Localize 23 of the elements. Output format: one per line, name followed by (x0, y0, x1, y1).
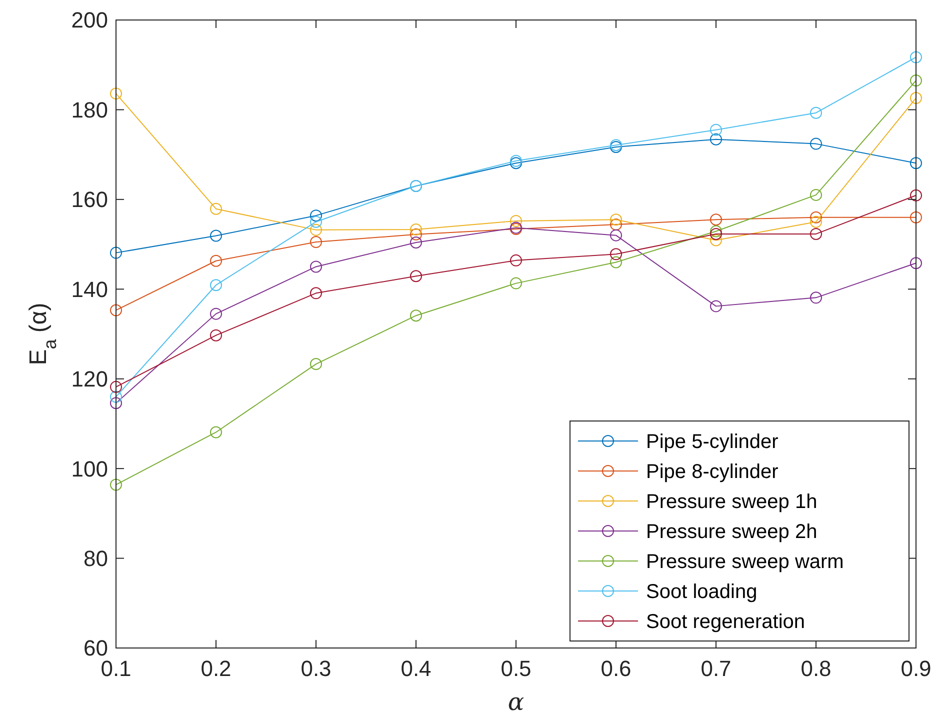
x-tick-label: 0.5 (500, 656, 532, 681)
x-tick-label: 0.6 (600, 656, 632, 681)
y-tick-label: 140 (71, 276, 108, 302)
x-tick-label: 0.2 (200, 656, 232, 681)
legend-label: Soot regeneration (646, 611, 806, 633)
x-axis-title: α (508, 688, 524, 716)
x-tick-label: 0.9 (900, 656, 932, 681)
x-tick-label: 0.7 (700, 656, 732, 681)
legend-label: Pressure sweep 2h (646, 521, 818, 543)
y-tick-label: 120 (71, 366, 108, 392)
legend-label: Pipe 5-cylinder (646, 431, 779, 453)
x-tick-label: 0.4 (400, 656, 432, 681)
y-tick-label: 160 (71, 187, 108, 212)
legend-label: Soot loading (646, 581, 758, 603)
y-tick-label: 200 (71, 8, 108, 33)
y-tick-label: 80 (84, 546, 108, 571)
y-tick-label: 100 (71, 456, 108, 482)
y-tick-label: 180 (71, 97, 108, 122)
x-tick-label: 0.3 (300, 656, 332, 681)
legend-label: Pipe 8-cylinder (646, 461, 779, 483)
legend-label: Pressure sweep 1h (646, 491, 818, 513)
x-tick-label: 0.8 (800, 656, 832, 681)
legend-label: Pressure sweep warm (646, 551, 844, 573)
